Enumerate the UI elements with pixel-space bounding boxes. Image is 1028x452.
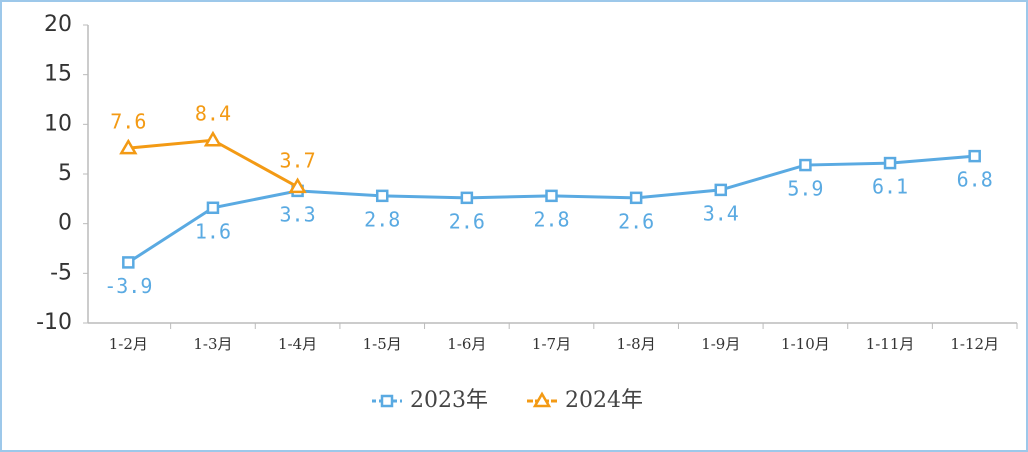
- data-point: [460, 191, 474, 205]
- data-point: [799, 158, 812, 172]
- data-label: 6.8: [957, 168, 993, 192]
- x-tick-label: 1-10月: [781, 335, 830, 353]
- data-label: 3.4: [703, 201, 739, 225]
- data-point: [629, 191, 643, 205]
- data-label: 7.6: [110, 110, 146, 134]
- data-label: 6.1: [872, 175, 908, 199]
- data-point: [206, 201, 220, 215]
- x-tick-label: 1-2月: [109, 335, 148, 353]
- data-label: 2.8: [533, 207, 569, 231]
- data-point: [375, 189, 389, 203]
- data-point: [545, 189, 558, 203]
- x-tick-label: 1-11月: [866, 335, 915, 353]
- data-label: 2.6: [618, 209, 654, 233]
- y-tick-label: 5: [58, 161, 72, 186]
- data-label: 1.6: [195, 219, 231, 243]
- data-point: [203, 130, 223, 147]
- legend-marker: [380, 394, 394, 408]
- data-label: 8.4: [195, 102, 231, 126]
- data-point: [288, 177, 307, 194]
- data-label: 2.6: [449, 209, 485, 233]
- x-tick-label: 1-7月: [532, 335, 571, 353]
- data-point: [122, 256, 135, 269]
- y-tick-label: -5: [50, 260, 72, 285]
- legend-label: 2024年: [565, 388, 643, 413]
- x-tick-label: 1-8月: [617, 335, 656, 353]
- data-label: -3.9: [104, 274, 152, 298]
- data-label: 3.3: [280, 202, 316, 226]
- x-tick-label: 1-5月: [363, 335, 402, 353]
- data-label: 5.9: [787, 177, 823, 201]
- data-point: [883, 156, 897, 170]
- data-point: [119, 138, 138, 155]
- y-tick-label: -10: [36, 310, 72, 335]
- y-tick-label: 0: [58, 211, 72, 236]
- legend-label: 2023年: [410, 388, 488, 413]
- data-label: 2.8: [364, 207, 400, 231]
- x-tick-label: 1-6月: [447, 335, 486, 353]
- data-point: [968, 149, 981, 163]
- x-tick-label: 1-9月: [701, 335, 740, 353]
- y-tick-label: 20: [44, 12, 72, 37]
- legend-marker: [532, 391, 552, 408]
- x-tick-label: 1-3月: [193, 335, 232, 353]
- data-point: [714, 183, 728, 197]
- x-tick-label: 1-12月: [950, 335, 999, 353]
- y-tick-label: 15: [44, 62, 72, 87]
- x-tick-label: 1-4月: [278, 335, 317, 353]
- y-tick-label: 10: [44, 111, 72, 136]
- data-label: 3.7: [280, 148, 316, 172]
